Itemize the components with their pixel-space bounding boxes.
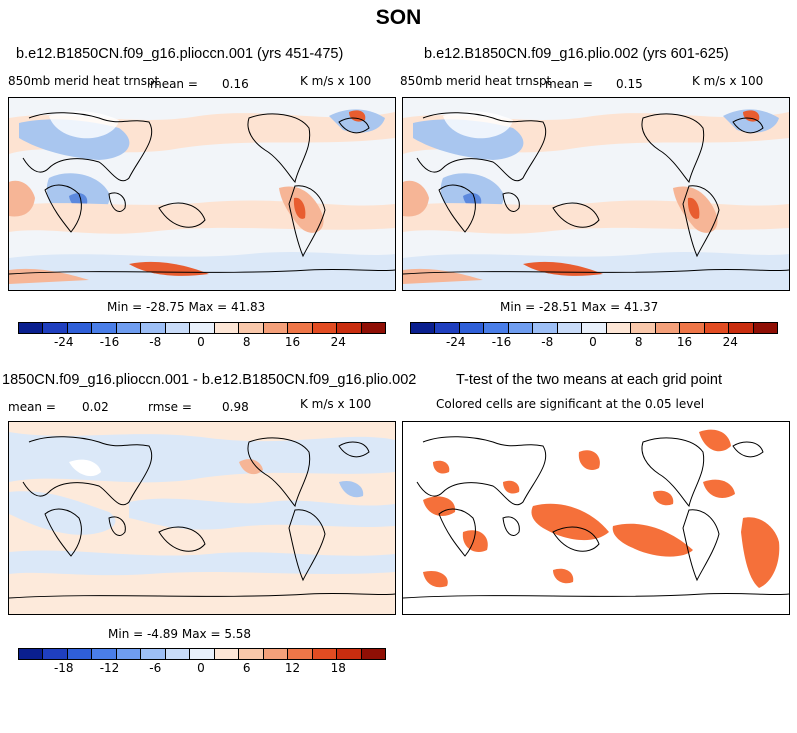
- colorbar-swatch: [337, 649, 362, 659]
- colorbar-swatch: [312, 323, 338, 333]
- colorbar-swatch: [288, 649, 313, 659]
- colorbar-tick: -24: [445, 335, 466, 349]
- panel-1-map: [8, 97, 396, 291]
- panel-3-map: [8, 421, 396, 615]
- panel-2-minmax: Min = -28.51 Max = 41.37: [500, 300, 659, 314]
- colorbar-tick: 0: [589, 335, 597, 349]
- panel-1-colorbar-ticks: -24 -16 -8 0 8 16 24: [18, 335, 384, 349]
- colorbar-swatch: [411, 323, 436, 333]
- colorbar-swatch: [141, 323, 166, 333]
- colorbar-swatch: [288, 323, 313, 333]
- colorbar-swatch: [459, 323, 485, 333]
- colorbar-swatch: [508, 323, 534, 333]
- panel-3-units: K m/s x 100: [300, 397, 372, 411]
- colorbar-swatch: [116, 323, 142, 333]
- colorbar-tick: 0: [197, 335, 205, 349]
- colorbar-tick: 8: [242, 335, 251, 349]
- colorbar-swatch: [704, 323, 730, 333]
- colorbar-swatch: [67, 323, 93, 333]
- panel-2-map: [402, 97, 790, 291]
- panel-2-var-label: 850mb merid heat trnspt: [400, 74, 552, 88]
- panel-1-mean-value: 0.16: [222, 77, 249, 91]
- panel-1-colorbar: [18, 322, 386, 334]
- panel-3-mean-label: mean =: [8, 400, 56, 414]
- colorbar-swatch: [239, 323, 264, 333]
- colorbar-swatch: [165, 323, 191, 333]
- colorbar-swatch: [435, 323, 460, 333]
- colorbar-swatch: [582, 323, 607, 333]
- panel-4-map: [402, 421, 790, 615]
- colorbar-swatch: [655, 323, 681, 333]
- colorbar-swatch: [190, 323, 215, 333]
- colorbar-swatch: [312, 649, 338, 659]
- colorbar-swatch: [263, 323, 289, 333]
- colorbar-tick: 16: [676, 335, 693, 349]
- figure-title: SON: [375, 6, 422, 29]
- colorbar-swatch: [19, 649, 44, 659]
- panel-3-title: 1850CN.f09_g16.plioccn.001 - b.e12.B1850…: [2, 372, 417, 388]
- panel-2-title: b.e12.B1850CN.f09_g16.plio.002 (yrs 601-…: [424, 46, 729, 62]
- colorbar-swatch: [214, 649, 240, 659]
- colorbar-swatch: [67, 649, 93, 659]
- colorbar-swatch: [141, 649, 166, 659]
- panel-2-colorbar: [410, 322, 778, 334]
- colorbar-tick: -18: [53, 661, 74, 675]
- panel-2-colorbar-ticks: -24 -16 -8 0 8 16 24: [410, 335, 776, 349]
- colorbar-swatch: [606, 323, 632, 333]
- colorbar-swatch: [43, 649, 68, 659]
- panel-3-colorbar-ticks: -18 -12 -6 0 6 12 18: [18, 661, 384, 675]
- panel-1-var-label: 850mb merid heat trnspt: [8, 74, 160, 88]
- panel-2-mean-value: 0.15: [616, 77, 643, 91]
- colorbar-tick: 16: [284, 335, 301, 349]
- colorbar-swatch: [19, 323, 44, 333]
- colorbar-tick: 18: [330, 661, 346, 675]
- panel-1-units: K m/s x 100: [300, 74, 372, 88]
- panel-1-title: b.e12.B1850CN.f09_g16.plioccn.001 (yrs 4…: [16, 46, 344, 62]
- panel-4-subtitle: Colored cells are significant at the 0.0…: [436, 397, 705, 411]
- panel-3-mean-value: 0.02: [82, 400, 109, 414]
- panel-3-rmse-value: 0.98: [222, 400, 249, 414]
- colorbar-swatch: [361, 323, 386, 333]
- colorbar-swatch: [337, 323, 362, 333]
- panel-2-units: K m/s x 100: [692, 74, 764, 88]
- panel-4-title: T-test of the two means at each grid poi…: [456, 372, 722, 388]
- colorbar-swatch: [92, 323, 117, 333]
- colorbar-swatch: [239, 649, 264, 659]
- colorbar-tick: -8: [541, 335, 554, 349]
- colorbar-tick: -12: [99, 661, 120, 675]
- colorbar-tick: 24: [722, 335, 738, 349]
- panel-3-minmax: Min = -4.89 Max = 5.58: [108, 627, 252, 641]
- colorbar-swatch: [557, 323, 583, 333]
- colorbar-swatch: [214, 323, 240, 333]
- colorbar-tick: 8: [634, 335, 643, 349]
- colorbar-tick: 0: [197, 661, 205, 675]
- colorbar-swatch: [680, 323, 705, 333]
- colorbar-tick: 6: [242, 661, 251, 675]
- colorbar-swatch: [753, 323, 778, 333]
- colorbar-swatch: [533, 323, 558, 333]
- colorbar-swatch: [92, 649, 117, 659]
- panel-1-mean-label: mean =: [150, 77, 198, 91]
- colorbar-tick: -8: [149, 335, 162, 349]
- colorbar-tick: -16: [491, 335, 512, 349]
- panel-3-colorbar: [18, 648, 386, 660]
- colorbar-swatch: [43, 323, 68, 333]
- colorbar-swatch: [263, 649, 289, 659]
- colorbar-swatch: [165, 649, 191, 659]
- colorbar-swatch: [190, 649, 215, 659]
- colorbar-swatch: [361, 649, 386, 659]
- colorbar-tick: -6: [149, 661, 162, 675]
- colorbar-tick: -16: [99, 335, 120, 349]
- panel-3-rmse-label: rmse =: [148, 400, 192, 414]
- colorbar-swatch: [729, 323, 754, 333]
- colorbar-tick: 12: [284, 661, 301, 675]
- colorbar-swatch: [484, 323, 509, 333]
- colorbar-swatch: [631, 323, 656, 333]
- panel-1-minmax: Min = -28.75 Max = 41.83: [107, 300, 266, 314]
- panel-2-mean-label: mean =: [545, 77, 593, 91]
- colorbar-tick: 24: [330, 335, 346, 349]
- colorbar-tick: -24: [53, 335, 74, 349]
- colorbar-swatch: [116, 649, 142, 659]
